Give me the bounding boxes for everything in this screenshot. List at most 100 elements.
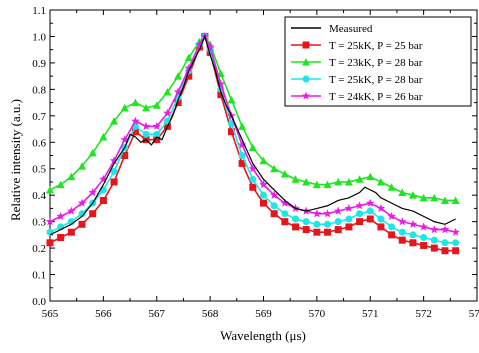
data-point	[377, 223, 385, 231]
data-point	[344, 177, 353, 186]
data-point	[365, 198, 375, 207]
data-point	[344, 203, 354, 213]
data-point	[420, 234, 428, 242]
legend-label: T = 23kK, P = 28 bar	[329, 57, 423, 69]
data-point	[292, 215, 300, 223]
x-tick-label: 571	[362, 308, 379, 320]
series-measured	[49, 34, 456, 236]
data-point	[78, 210, 86, 218]
y-tick-label: 0.0	[32, 296, 46, 308]
data-point	[441, 239, 449, 247]
data-point	[227, 128, 235, 136]
data-point	[430, 236, 438, 244]
legend-label: T = 25kK, P = 28 bar	[329, 74, 423, 86]
data-point	[270, 164, 279, 173]
data-point	[153, 130, 161, 138]
y-tick-label: 0.1	[32, 270, 46, 282]
data-point	[366, 215, 374, 223]
data-point	[110, 178, 118, 186]
data-point	[345, 223, 353, 231]
data-point	[142, 130, 150, 138]
data-point	[334, 177, 343, 186]
data-point	[57, 234, 65, 242]
data-point	[409, 239, 417, 247]
y-tick-label: 0.7	[32, 111, 46, 123]
data-point	[120, 135, 129, 144]
y-tick-label: 1.1	[32, 5, 46, 17]
y-tick-label: 0.8	[32, 84, 46, 96]
data-point	[334, 218, 342, 226]
y-tick-label: 0.6	[32, 137, 46, 149]
data-point	[205, 42, 215, 51]
data-point	[269, 190, 279, 199]
data-point	[153, 136, 161, 144]
data-point	[45, 217, 55, 226]
data-point	[280, 198, 290, 207]
data-point	[408, 219, 418, 228]
data-point	[120, 103, 129, 112]
data-point	[78, 162, 87, 170]
data-point	[110, 167, 118, 175]
data-point	[217, 91, 225, 99]
data-point	[409, 231, 417, 239]
data-point	[398, 228, 406, 236]
data-point	[323, 180, 332, 189]
data-point	[313, 220, 321, 228]
data-point	[248, 164, 258, 173]
data-point	[312, 180, 321, 189]
data-point	[281, 210, 289, 218]
series-line	[49, 34, 456, 233]
legend-label: T = 24kK, P = 26 bar	[329, 91, 423, 103]
data-point	[248, 143, 257, 152]
data-point	[259, 156, 268, 165]
x-tick-label: 573	[469, 308, 479, 320]
data-point	[238, 159, 246, 167]
data-point	[440, 225, 450, 234]
data-point	[356, 218, 364, 226]
data-point	[302, 218, 310, 226]
data-point	[292, 223, 300, 231]
data-point	[174, 99, 182, 107]
data-point	[89, 210, 97, 218]
y-tick-label: 0.4	[32, 190, 46, 202]
data-point	[184, 63, 194, 72]
legend-entry: T = 23kK, P = 28 bar	[291, 57, 423, 69]
legend-entry: Measured	[291, 23, 373, 35]
series-line	[49, 35, 456, 202]
axes: 565 566 567 568 569 570 571 572 573 0.0 0.1 0.2 0.3 0…	[32, 5, 479, 320]
data-point	[302, 226, 310, 234]
data-point	[195, 39, 204, 49]
data-point	[452, 239, 460, 247]
data-point	[46, 239, 54, 247]
data-point	[152, 121, 162, 131]
data-point	[238, 122, 247, 130]
data-point	[56, 211, 65, 220]
legend-entry: T = 25kK, P = 25 bar	[291, 40, 423, 52]
x-tick-label: 566	[95, 308, 112, 320]
data-point	[430, 193, 439, 202]
y-tick-label: 0.2	[32, 243, 46, 255]
data-point	[67, 206, 76, 215]
data-point	[78, 220, 86, 228]
legend-label: T = 25kK, P = 25 bar	[329, 40, 423, 52]
series-t-23kk-p-28-bar	[46, 32, 460, 204]
legend-swatch-marker	[301, 91, 311, 100]
data-point	[376, 203, 386, 213]
y-tick-label: 0.9	[32, 58, 46, 70]
x-tick-label: 567	[149, 308, 166, 320]
legend-label: Measured	[329, 23, 373, 35]
data-point	[387, 211, 396, 220]
x-tick-label: 568	[202, 308, 219, 320]
data-point	[184, 53, 193, 62]
legend-swatch-marker	[302, 75, 310, 83]
data-point	[249, 183, 257, 191]
data-point	[131, 116, 140, 125]
data-point	[420, 241, 428, 249]
data-point	[356, 210, 364, 218]
data-point	[345, 215, 353, 223]
data-point	[440, 196, 449, 204]
x-tick-label: 565	[42, 308, 59, 320]
data-point	[430, 244, 438, 252]
data-point	[109, 156, 119, 165]
data-point	[377, 215, 385, 223]
